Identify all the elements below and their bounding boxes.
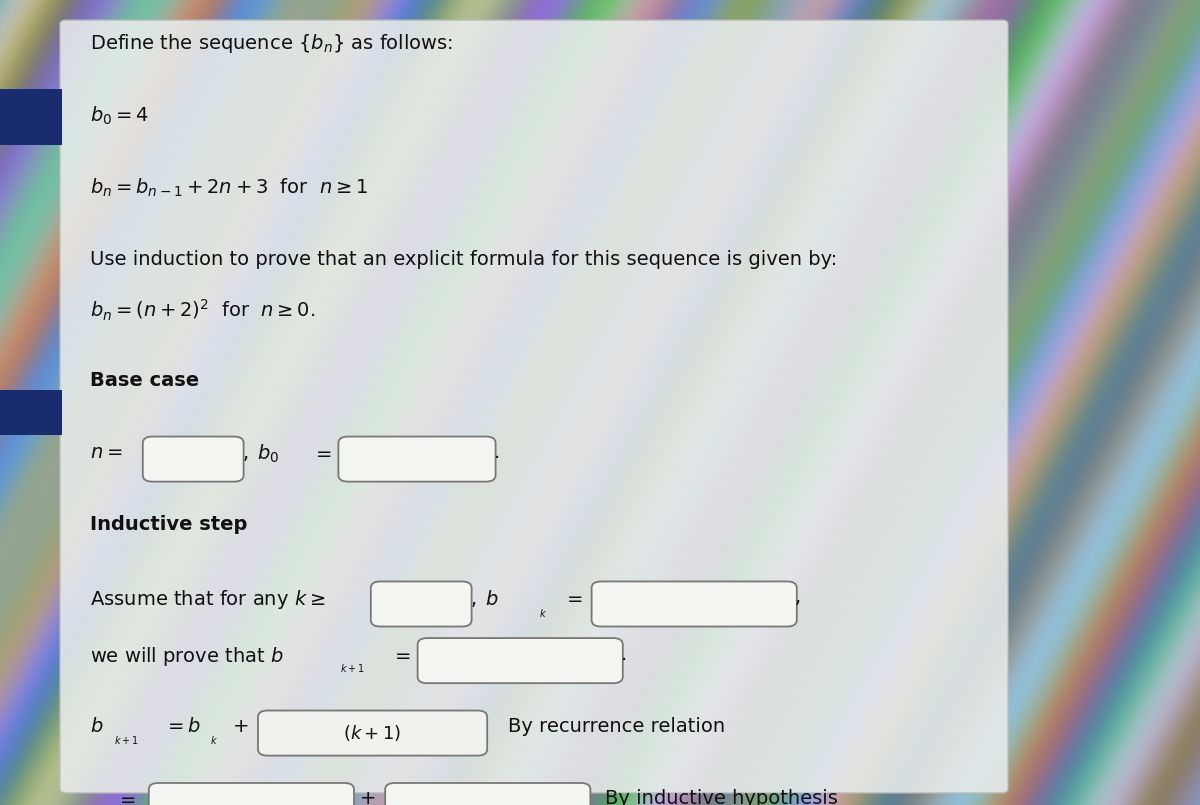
Text: $.$: $.$ [620, 645, 626, 663]
FancyBboxPatch shape [338, 436, 496, 481]
Text: $=$: $=$ [116, 790, 137, 805]
FancyBboxPatch shape [149, 783, 354, 805]
Text: $,$: $,$ [794, 588, 800, 607]
Text: $_k$: $_k$ [210, 733, 218, 747]
Text: $b_0 = 4$: $b_0 = 4$ [90, 105, 149, 127]
FancyBboxPatch shape [418, 638, 623, 683]
Text: Use induction to prove that an explicit formula for this sequence is given by:: Use induction to prove that an explicit … [90, 250, 838, 269]
Text: $+$: $+$ [232, 717, 248, 736]
Text: $b_n = b_{n-1} + 2n + 3$  for  $n \geq 1$: $b_n = b_{n-1} + 2n + 3$ for $n \geq 1$ [90, 177, 368, 200]
Text: $, \; b_0$: $, \; b_0$ [242, 443, 280, 465]
Text: $_k$: $_k$ [539, 605, 547, 620]
Text: By inductive hypothesis: By inductive hypothesis [605, 790, 838, 805]
Text: Assume that for any $k \geq$: Assume that for any $k \geq$ [90, 588, 325, 611]
Text: Define the sequence $\{b_n\}$ as follows:: Define the sequence $\{b_n\}$ as follows… [90, 32, 454, 56]
Text: Base case: Base case [90, 370, 199, 390]
Text: $.$: $.$ [493, 443, 499, 462]
Text: $, \; b$: $, \; b$ [470, 588, 499, 609]
FancyBboxPatch shape [385, 783, 590, 805]
Text: $= b$: $= b$ [164, 717, 202, 736]
FancyBboxPatch shape [592, 581, 797, 626]
FancyBboxPatch shape [371, 581, 472, 626]
FancyBboxPatch shape [0, 89, 62, 145]
Text: $+$: $+$ [359, 790, 376, 805]
Text: $b$: $b$ [90, 717, 103, 736]
FancyBboxPatch shape [143, 436, 244, 481]
Text: $=$: $=$ [391, 645, 412, 663]
Text: $b_n = (n+2)^2$  for  $n \geq 0.$: $b_n = (n+2)^2$ for $n \geq 0.$ [90, 298, 316, 324]
Text: we will prove that $b$: we will prove that $b$ [90, 645, 284, 667]
Text: By recurrence relation: By recurrence relation [508, 717, 725, 736]
Text: $=$: $=$ [312, 443, 332, 462]
FancyBboxPatch shape [60, 20, 1008, 793]
Text: $=$: $=$ [563, 588, 583, 607]
Text: $_{k+1}$: $_{k+1}$ [340, 661, 365, 675]
Text: $_{k+1}$: $_{k+1}$ [114, 733, 139, 747]
Text: Inductive step: Inductive step [90, 515, 247, 535]
Text: $(k+1)$: $(k+1)$ [343, 723, 401, 743]
Text: $n =$: $n =$ [90, 443, 122, 462]
FancyBboxPatch shape [0, 390, 62, 435]
FancyBboxPatch shape [258, 711, 487, 756]
